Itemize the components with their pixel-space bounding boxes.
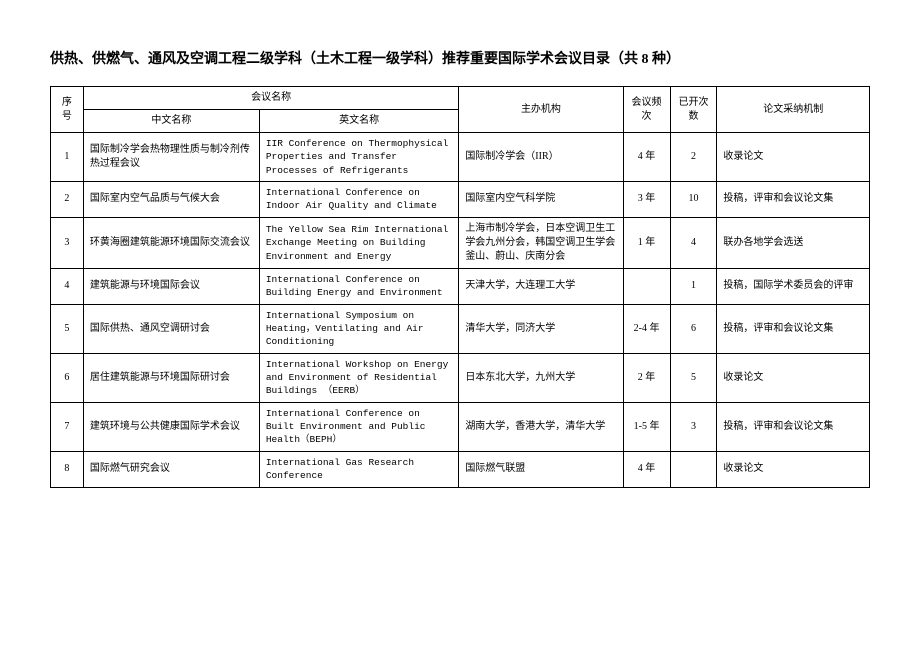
cell-freq: 4 年: [623, 451, 670, 487]
cell-mech: 联办各地学会选送: [717, 217, 870, 268]
cell-freq: 2-4 年: [623, 304, 670, 353]
cell-count: 1: [670, 268, 717, 304]
cell-host: 湖南大学，香港大学，清华大学: [459, 402, 623, 451]
table-row: 4建筑能源与环境国际会议International Conference on …: [51, 268, 870, 304]
cell-mech: 收录论文: [717, 353, 870, 402]
cell-num: 7: [51, 402, 84, 451]
cell-count: 3: [670, 402, 717, 451]
cell-num: 2: [51, 181, 84, 217]
cell-mech: 收录论文: [717, 133, 870, 182]
cell-count: 2: [670, 133, 717, 182]
cell-en-name: International Conference on Building Ene…: [259, 268, 458, 304]
header-row-1: 序号 会议名称 主办机构 会议频次 已开次数 论文采纳机制: [51, 87, 870, 110]
cell-freq: 2 年: [623, 353, 670, 402]
cell-cn-name: 环黄海圈建筑能源环境国际交流会议: [83, 217, 259, 268]
cell-count: 4: [670, 217, 717, 268]
cell-host: 国际室内空气科学院: [459, 181, 623, 217]
cell-freq: 1 年: [623, 217, 670, 268]
header-conf-name: 会议名称: [83, 87, 458, 110]
cell-freq: [623, 268, 670, 304]
cell-mech: 投稿，评审和会议论文集: [717, 402, 870, 451]
table-row: 6居住建筑能源与环境国际研讨会International Workshop on…: [51, 353, 870, 402]
cell-cn-name: 建筑环境与公共健康国际学术会议: [83, 402, 259, 451]
cell-mech: 投稿，评审和会议论文集: [717, 304, 870, 353]
cell-mech: 投稿，国际学术委员会的评审: [717, 268, 870, 304]
cell-num: 4: [51, 268, 84, 304]
cell-num: 1: [51, 133, 84, 182]
cell-num: 6: [51, 353, 84, 402]
header-en-name: 英文名称: [259, 110, 458, 133]
cell-cn-name: 国际燃气研究会议: [83, 451, 259, 487]
table-row: 3环黄海圈建筑能源环境国际交流会议The Yellow Sea Rim Inte…: [51, 217, 870, 268]
cell-en-name: International Gas Research Conference: [259, 451, 458, 487]
cell-cn-name: 居住建筑能源与环境国际研讨会: [83, 353, 259, 402]
cell-count: 6: [670, 304, 717, 353]
header-host: 主办机构: [459, 87, 623, 133]
table-row: 7建筑环境与公共健康国际学术会议International Conference…: [51, 402, 870, 451]
cell-count: 5: [670, 353, 717, 402]
cell-num: 8: [51, 451, 84, 487]
cell-cn-name: 国际室内空气品质与气候大会: [83, 181, 259, 217]
cell-en-name: The Yellow Sea Rim International Exchang…: [259, 217, 458, 268]
cell-host: 上海市制冷学会，日本空调卫生工学会九州分会，韩国空调卫生学会釜山、蔚山、庆南分会: [459, 217, 623, 268]
cell-host: 天津大学，大连理工大学: [459, 268, 623, 304]
table-row: 8国际燃气研究会议International Gas Research Conf…: [51, 451, 870, 487]
table-row: 5国际供热、通风空调研讨会International Symposium on …: [51, 304, 870, 353]
cell-freq: 4 年: [623, 133, 670, 182]
cell-cn-name: 国际供热、通风空调研讨会: [83, 304, 259, 353]
cell-mech: 投稿，评审和会议论文集: [717, 181, 870, 217]
cell-cn-name: 国际制冷学会热物理性质与制冷剂传热过程会议: [83, 133, 259, 182]
page-title: 供热、供燃气、通风及空调工程二级学科（土木工程一级学科）推荐重要国际学术会议目录…: [50, 48, 870, 68]
header-mech: 论文采纳机制: [717, 87, 870, 133]
cell-freq: 3 年: [623, 181, 670, 217]
cell-en-name: International Conference on Built Enviro…: [259, 402, 458, 451]
table-row: 1国际制冷学会热物理性质与制冷剂传热过程会议IIR Conference on …: [51, 133, 870, 182]
cell-count: [670, 451, 717, 487]
conference-table: 序号 会议名称 主办机构 会议频次 已开次数 论文采纳机制 中文名称 英文名称 …: [50, 86, 870, 488]
cell-en-name: IIR Conference on Thermophysical Propert…: [259, 133, 458, 182]
header-cn-name: 中文名称: [83, 110, 259, 133]
cell-count: 10: [670, 181, 717, 217]
cell-mech: 收录论文: [717, 451, 870, 487]
cell-host: 国际制冷学会（IIR）: [459, 133, 623, 182]
cell-num: 3: [51, 217, 84, 268]
cell-host: 日本东北大学，九州大学: [459, 353, 623, 402]
cell-en-name: International Symposium on Heating，Venti…: [259, 304, 458, 353]
cell-host: 国际燃气联盟: [459, 451, 623, 487]
header-count: 已开次数: [670, 87, 717, 133]
table-row: 2国际室内空气品质与气候大会International Conference o…: [51, 181, 870, 217]
cell-en-name: International Conference on Indoor Air Q…: [259, 181, 458, 217]
header-freq: 会议频次: [623, 87, 670, 133]
cell-cn-name: 建筑能源与环境国际会议: [83, 268, 259, 304]
header-num: 序号: [51, 87, 84, 133]
cell-en-name: International Workshop on Energy and Env…: [259, 353, 458, 402]
cell-num: 5: [51, 304, 84, 353]
cell-freq: 1-5 年: [623, 402, 670, 451]
cell-host: 清华大学，同济大学: [459, 304, 623, 353]
